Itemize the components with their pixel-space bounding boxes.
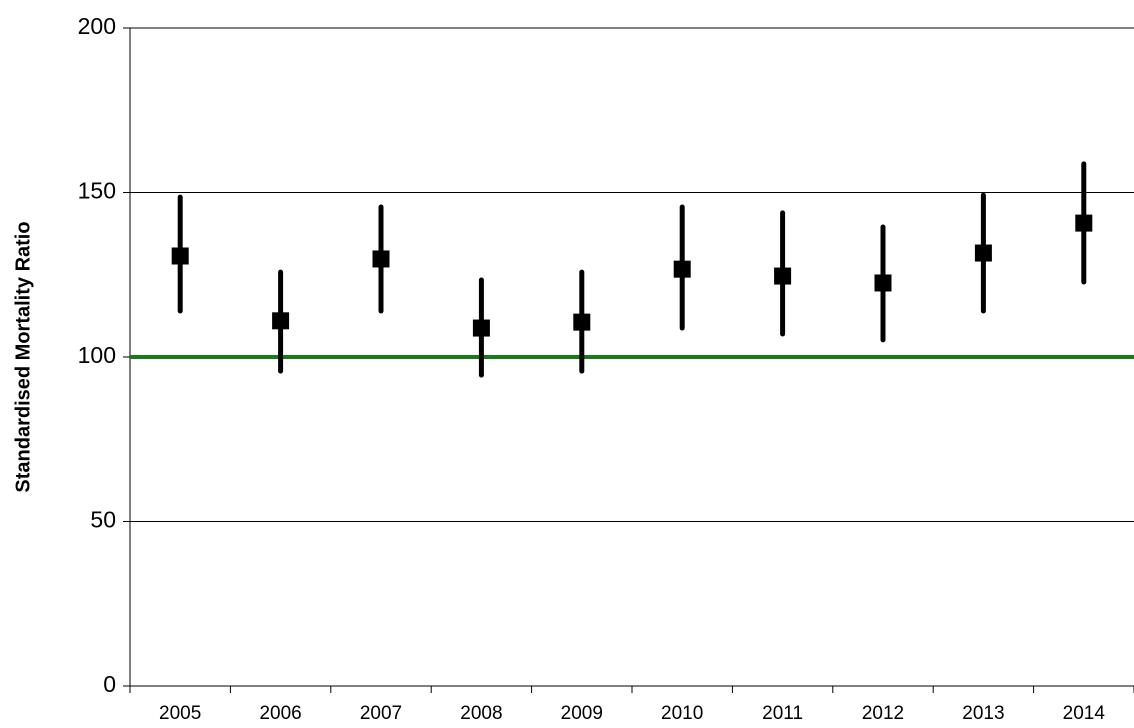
- x-tick-label: 2009: [561, 703, 603, 724]
- point: [272, 312, 290, 330]
- point: [1075, 214, 1093, 232]
- y-tick-label: 0: [103, 671, 116, 697]
- x-tick-label: 2012: [862, 703, 904, 724]
- x-tick-label: 2007: [360, 703, 402, 724]
- point: [673, 260, 691, 278]
- point: [874, 274, 892, 292]
- x-tick-label: 2014: [1063, 703, 1106, 724]
- y-tick-label: 100: [78, 342, 116, 368]
- point: [774, 267, 792, 285]
- point: [573, 313, 591, 331]
- x-tick-label: 2010: [661, 703, 703, 724]
- y-tick-label: 50: [90, 507, 116, 533]
- x-tick-label: 2011: [762, 703, 803, 724]
- point: [171, 247, 189, 265]
- y-tick-label: 200: [78, 13, 116, 39]
- x-tick-label: 2013: [962, 703, 1004, 724]
- point: [372, 250, 390, 268]
- point: [974, 244, 992, 262]
- point: [472, 319, 490, 337]
- y-tick-label: 150: [78, 178, 116, 204]
- x-tick-label: 2006: [259, 703, 301, 724]
- x-tick-label: 2008: [460, 703, 502, 724]
- y-axis-label: Standardised Mortality Ratio: [12, 221, 34, 492]
- x-tick-label: 2005: [159, 703, 201, 724]
